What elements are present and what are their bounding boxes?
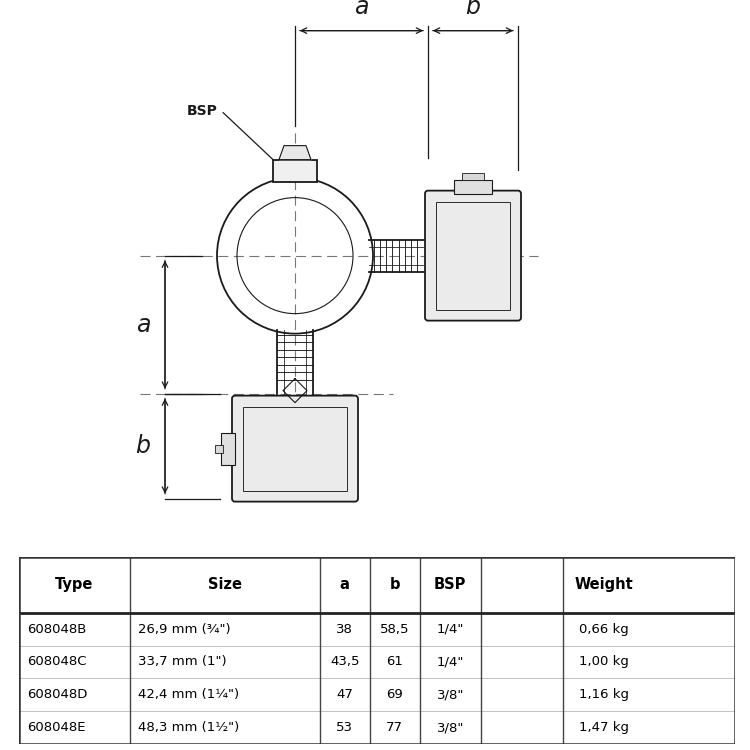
Bar [243,406,347,490]
Text: Type: Type [55,578,94,592]
Polygon shape [279,146,311,160]
Text: 0,66 kg: 0,66 kg [580,622,629,636]
Text: 77: 77 [386,721,404,734]
Text: 608048C: 608048C [27,656,87,668]
Bar [436,202,510,310]
Bar [454,180,492,194]
Text: 48,3 mm (1½"): 48,3 mm (1½") [138,721,239,734]
Bar [215,445,223,453]
FancyBboxPatch shape [425,190,521,321]
Text: 43,5: 43,5 [330,656,359,668]
Text: a: a [354,0,369,19]
Text: Size: Size [208,578,242,592]
Text: 3/8": 3/8" [436,721,464,734]
Text: 3/8": 3/8" [436,688,464,701]
Text: 47: 47 [336,688,353,701]
Text: 69: 69 [386,688,404,701]
Text: 608048D: 608048D [27,688,88,701]
Text: 1,00 kg: 1,00 kg [579,656,629,668]
Text: BSP: BSP [434,578,466,592]
Text: 1/4": 1/4" [436,656,464,668]
Bar [19,556,735,613]
Text: 1/4": 1/4" [436,622,464,636]
Text: 608048B: 608048B [27,622,87,636]
Text: 53: 53 [336,721,353,734]
Bar [221,433,235,464]
Text: a: a [340,578,350,592]
Text: BSP: BSP [188,104,218,118]
Text: 1,16 kg: 1,16 kg [579,688,629,701]
FancyBboxPatch shape [232,396,358,502]
Text: a: a [136,313,150,337]
Text: b: b [466,0,481,19]
Text: 61: 61 [386,656,404,668]
Bar [462,172,484,180]
Text: 42,4 mm (1¼"): 42,4 mm (1¼") [138,688,239,701]
Text: b: b [136,434,151,458]
Text: 1,47 kg: 1,47 kg [579,721,629,734]
Text: 33,7 mm (1"): 33,7 mm (1") [138,656,227,668]
Text: 608048E: 608048E [27,721,86,734]
Bar [273,160,317,182]
Text: 26,9 mm (¾"): 26,9 mm (¾") [138,622,231,636]
Text: b: b [389,578,400,592]
Text: 58,5: 58,5 [380,622,410,636]
Text: 38: 38 [336,622,353,636]
Text: Weight: Weight [575,578,634,592]
